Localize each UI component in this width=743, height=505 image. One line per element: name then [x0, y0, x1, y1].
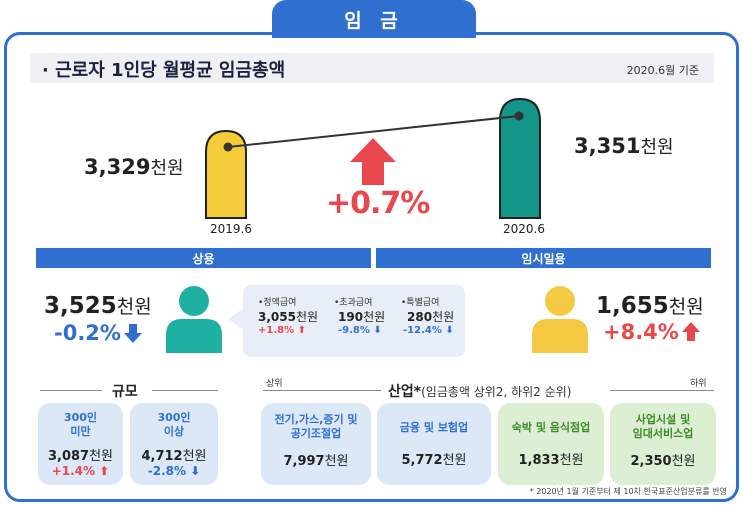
- bubble-pointer: [228, 308, 244, 330]
- up-arrow-icon: [350, 138, 396, 185]
- card-title: 숙박 및 음식점업: [511, 421, 591, 434]
- divider: [610, 390, 714, 391]
- breakdown-fixed: •정액급여 3,055천원 +1.8% ⬆: [258, 295, 328, 336]
- breakdown-change: -12.4% ⬇: [403, 325, 454, 336]
- pillar-2019: [205, 129, 247, 219]
- as-of-date: 2020.6월 기준: [626, 64, 699, 77]
- card-value: 4,712천원: [141, 448, 207, 464]
- scale-card-large: 300인 이상 4,712천원 -2.8% ⬇: [130, 403, 218, 485]
- breakdown-change: -9.8% ⬇: [338, 325, 382, 336]
- card-title: 전기,가스,증기 및: [274, 413, 358, 426]
- headline-change: +0.7%: [326, 186, 430, 221]
- top-label: 상위: [266, 379, 283, 389]
- section-temporary: 임시일용: [376, 248, 711, 268]
- card-change: -2.8% ⬇: [147, 463, 201, 478]
- industry-card-facility: 사업시설 및 임대서비스업 2,350천원: [610, 403, 716, 485]
- down-arrow-icon: ⬇: [373, 325, 382, 336]
- up-arrow-icon: ⬆: [297, 325, 306, 336]
- up-arrow-icon: ⬆: [99, 463, 110, 478]
- footnote: * 2020년 1월 기준부터 제 10차 한국표준산업분류를 반영: [529, 487, 727, 496]
- wage-2020-value: 3,351천원: [574, 134, 674, 158]
- card-value: 1,833천원: [518, 453, 584, 469]
- card-title: 공기조절업: [290, 427, 342, 441]
- breakdown-value: 280천원: [407, 310, 455, 324]
- up-arrow-icon: [681, 322, 700, 341]
- temporary-value: 1,655천원: [596, 293, 704, 319]
- regular-change: -0.2%: [54, 321, 142, 345]
- card-title: 300인: [157, 411, 191, 424]
- year-2020: 2020.6: [503, 222, 545, 236]
- wage-2019-value: 3,329천원: [84, 155, 184, 179]
- person-regular-icon: [166, 286, 222, 353]
- breakdown-label: •정액급여: [258, 298, 297, 308]
- bottom-label: 하위: [690, 379, 707, 389]
- divider: [40, 390, 102, 391]
- breakdown-overtime: •초과급여 190천원 -9.8% ⬇: [334, 295, 398, 336]
- title-bar: [30, 53, 714, 83]
- down-arrow-icon: ⬇: [445, 325, 454, 336]
- card-title: 미만: [70, 425, 91, 439]
- regular-value: 3,525천원: [44, 293, 152, 319]
- breakdown-change: +1.8% ⬆: [258, 325, 306, 336]
- breakdown-value: 3,055천원: [258, 310, 319, 324]
- tab-wage[interactable]: 임 금: [272, 0, 476, 38]
- breakdown-label: •특별급여: [401, 298, 440, 308]
- trend-dot-2019: [223, 142, 233, 152]
- card-title: 금융 및 보험업: [399, 421, 469, 434]
- card-title: 사업시설 및: [635, 413, 691, 426]
- trend-line: [227, 115, 520, 148]
- divider: [263, 390, 381, 391]
- regular-breakdown: [243, 285, 465, 357]
- card-title: 임대서비스업: [632, 427, 694, 441]
- scale-heading: 규모: [112, 384, 138, 400]
- industry-card-finance: 금융 및 보험업 5,772천원: [377, 403, 491, 485]
- card-value: 5,772천원: [401, 453, 467, 469]
- card-value: 2,350천원: [630, 453, 696, 469]
- industry-card-electricity: 전기,가스,증기 및 공기조절업 7,997천원: [261, 403, 371, 485]
- trend-dot-2020: [514, 111, 524, 121]
- section-regular: 상용: [36, 248, 371, 268]
- down-arrow-icon: ⬇: [190, 463, 201, 478]
- industry-heading: 산업* (임금총액 상위2, 하위2 순위): [388, 381, 571, 401]
- year-2019: 2019.6: [210, 222, 252, 236]
- breakdown-special: •특별급여 280천원 -12.4% ⬇: [401, 295, 463, 336]
- person-temporary-icon: [532, 286, 588, 353]
- down-arrow-icon: [123, 324, 142, 343]
- pillar-2020: [499, 97, 541, 219]
- card-value: 7,997천원: [283, 453, 349, 469]
- industry-heading-note: (임금총액 상위2, 하위2 순위): [421, 385, 572, 399]
- breakdown-value: 190천원: [338, 310, 386, 324]
- card-title: 300인: [63, 411, 98, 424]
- breakdown-label: •초과급여: [334, 298, 373, 308]
- temporary-change: +8.4%: [603, 320, 700, 344]
- page-title: · 근로자 1인당 월평균 임금총액: [42, 60, 286, 81]
- headline-graphic: [205, 97, 541, 219]
- card-title: 이상: [163, 425, 185, 439]
- scale-card-small: 300인 미만 3,087천원 +1.4% ⬆: [38, 403, 123, 485]
- industry-heading-title: 산업*: [388, 384, 422, 400]
- divider: [152, 390, 218, 391]
- industry-card-accommodation: 숙박 및 음식점업 1,833천원: [498, 403, 604, 485]
- card-change: +1.4% ⬆: [51, 463, 110, 478]
- card-value: 3,087천원: [47, 448, 114, 464]
